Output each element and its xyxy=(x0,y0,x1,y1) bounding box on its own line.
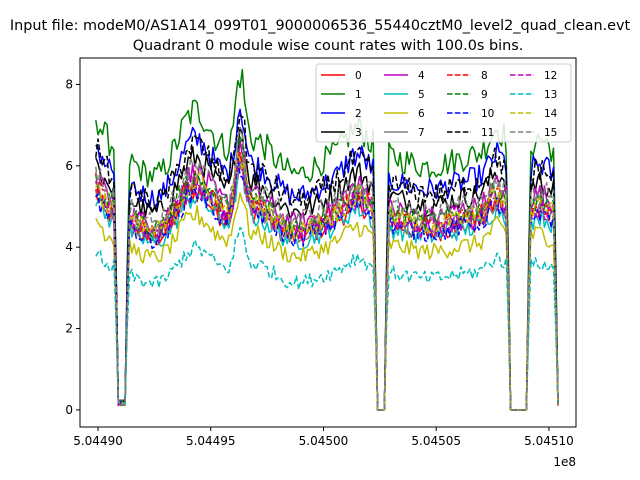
legend-label-5: 5 xyxy=(418,89,425,101)
series-line-12 xyxy=(95,160,559,411)
legend-label-9: 9 xyxy=(481,89,488,101)
legend-label-7: 7 xyxy=(418,127,425,139)
series-line-13 xyxy=(95,226,559,411)
series-line-14 xyxy=(95,152,559,411)
series-line-6 xyxy=(95,192,559,411)
y-tick-label: 6 xyxy=(65,159,73,173)
legend-label-2: 2 xyxy=(355,108,362,120)
legend-label-15: 15 xyxy=(544,127,557,139)
legend-label-0: 0 xyxy=(355,70,362,82)
legend-label-1: 1 xyxy=(355,89,362,101)
legend-label-3: 3 xyxy=(355,127,362,139)
plot-frame xyxy=(79,57,577,428)
y-tick-label: 8 xyxy=(65,77,73,91)
x-tick-label: 5.04505 xyxy=(411,434,461,448)
series-line-11 xyxy=(95,114,559,411)
x-tick-label: 5.04500 xyxy=(299,434,349,448)
legend-label-10: 10 xyxy=(481,108,494,120)
legend-label-11: 11 xyxy=(481,127,494,139)
series-line-1 xyxy=(95,68,559,411)
y-tick-label: 2 xyxy=(65,322,73,336)
y-axis: 0 2 4 6 8 xyxy=(65,77,80,417)
legend-label-8: 8 xyxy=(481,70,488,82)
x-axis: 5.04490 5.04495 5.04500 5.04505 5.04510 xyxy=(73,427,574,448)
series-line-15 xyxy=(95,127,559,411)
series-layer xyxy=(95,68,559,411)
x-tick-label: 5.04490 xyxy=(73,434,123,448)
x-offset-label: 1e8 xyxy=(553,455,576,469)
legend-label-13: 13 xyxy=(544,89,557,101)
chart-title: Quadrant 0 module wise count rates with … xyxy=(133,38,524,54)
chart-suptitle: Input file: modeM0/AS1A14_099T01_9000006… xyxy=(10,18,631,34)
x-tick-label: 5.04495 xyxy=(186,434,236,448)
legend-label-4: 4 xyxy=(418,70,425,82)
legend-label-6: 6 xyxy=(418,108,425,120)
legend-label-14: 14 xyxy=(544,108,558,120)
y-tick-label: 4 xyxy=(65,240,73,254)
legend-box xyxy=(315,63,572,143)
legend-label-12: 12 xyxy=(544,70,557,82)
y-tick-label: 0 xyxy=(65,403,73,417)
x-tick-label: 5.04510 xyxy=(524,434,574,448)
series-line-2 xyxy=(95,108,559,411)
